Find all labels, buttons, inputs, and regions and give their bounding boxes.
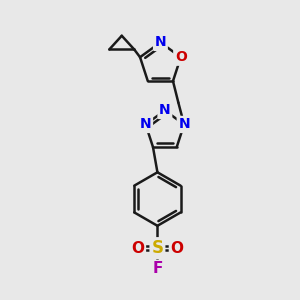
Text: O: O [175,50,187,64]
Text: N: N [154,35,166,50]
Text: N: N [140,117,152,131]
Text: O: O [131,241,144,256]
Text: O: O [170,241,184,256]
Text: N: N [178,117,190,131]
Text: S: S [152,239,164,257]
Text: N: N [159,103,171,118]
Text: F: F [152,261,163,276]
